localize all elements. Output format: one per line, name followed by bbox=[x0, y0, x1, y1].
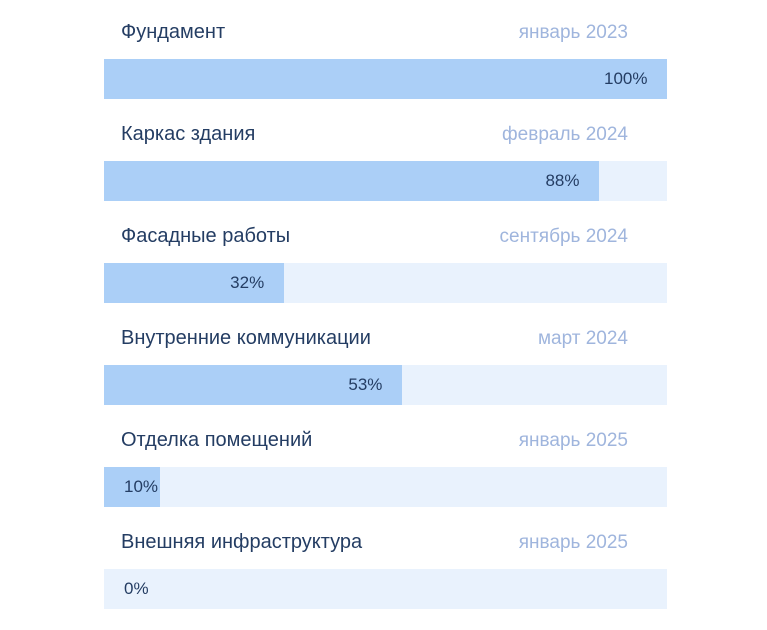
progress-track: 53% bbox=[104, 365, 667, 405]
stage-date: январь 2025 bbox=[518, 430, 628, 451]
progress-percent-label: 0% bbox=[124, 579, 149, 598]
progress-track: 0% bbox=[104, 569, 667, 609]
progress-track: 32% bbox=[104, 263, 667, 303]
progress-row: Отделка помещений январь 2025 10% bbox=[104, 430, 667, 507]
progress-percent-label: 88% bbox=[545, 171, 580, 190]
row-header: Внешняя инфраструктура январь 2025 bbox=[104, 531, 667, 554]
row-header: Фундамент январь 2023 bbox=[104, 21, 667, 44]
stage-date: март 2024 bbox=[537, 328, 628, 349]
stage-title: Фундамент bbox=[121, 21, 226, 43]
progress-row: Фундамент январь 2023 100% bbox=[104, 22, 667, 99]
progress-fill bbox=[104, 161, 600, 201]
progress-percent-label: 32% bbox=[230, 273, 265, 292]
stage-title: Внешняя инфраструктура bbox=[121, 531, 363, 553]
progress-track: 10% bbox=[104, 467, 667, 507]
row-header: Каркас здания февраль 2024 bbox=[104, 123, 667, 146]
stage-title: Фасадные работы bbox=[121, 225, 291, 247]
progress-row: Внутренние коммуникации март 2024 53% bbox=[104, 328, 667, 405]
progress-percent-label: 100% bbox=[604, 69, 648, 88]
stage-date: январь 2025 bbox=[518, 532, 628, 553]
stage-date: январь 2023 bbox=[518, 22, 628, 43]
stage-date: февраль 2024 bbox=[502, 124, 628, 145]
progress-fill bbox=[104, 467, 161, 507]
progress-track: 100% bbox=[104, 59, 667, 99]
progress-percent-label: 53% bbox=[348, 375, 383, 394]
row-header: Фасадные работы сентябрь 2024 bbox=[104, 225, 667, 248]
progress-percent-label: 10% bbox=[124, 477, 159, 496]
row-header: Отделка помещений январь 2025 bbox=[104, 429, 667, 452]
stage-title: Внутренние коммуникации bbox=[121, 327, 371, 349]
progress-track: 88% bbox=[104, 161, 667, 201]
progress-fill bbox=[104, 365, 403, 405]
progress-fill bbox=[104, 59, 667, 99]
progress-row: Фасадные работы сентябрь 2024 32% bbox=[104, 226, 667, 303]
progress-row: Внешняя инфраструктура январь 2025 0% bbox=[104, 532, 667, 609]
stage-title: Отделка помещений bbox=[121, 429, 313, 451]
progress-row: Каркас здания февраль 2024 88% bbox=[104, 124, 667, 201]
progress-fill bbox=[104, 263, 285, 303]
stage-title: Каркас здания bbox=[121, 123, 256, 145]
row-header: Внутренние коммуникации март 2024 bbox=[104, 327, 667, 350]
stage-date: сентябрь 2024 bbox=[499, 226, 628, 247]
